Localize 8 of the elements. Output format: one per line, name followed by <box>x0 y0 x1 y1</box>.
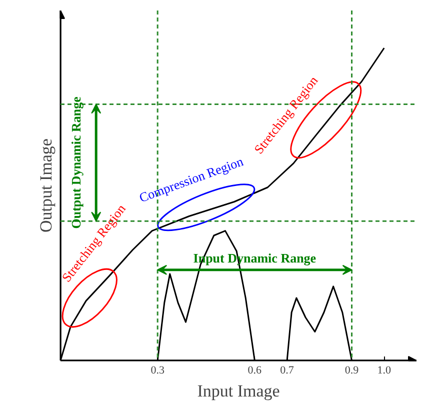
y-axis-title: Output Image <box>36 138 56 232</box>
annotation: Output Dynamic Range <box>68 96 84 229</box>
x-tick-label: 0.6 <box>248 364 262 376</box>
x-tick-label: 0.9 <box>344 364 360 376</box>
x-tick-label: 0.3 <box>150 364 165 376</box>
x-axis-title: Input Image <box>197 382 280 400</box>
x-tick-label: 1.0 <box>377 364 392 376</box>
x-tick-label: 0.7 <box>280 364 294 376</box>
